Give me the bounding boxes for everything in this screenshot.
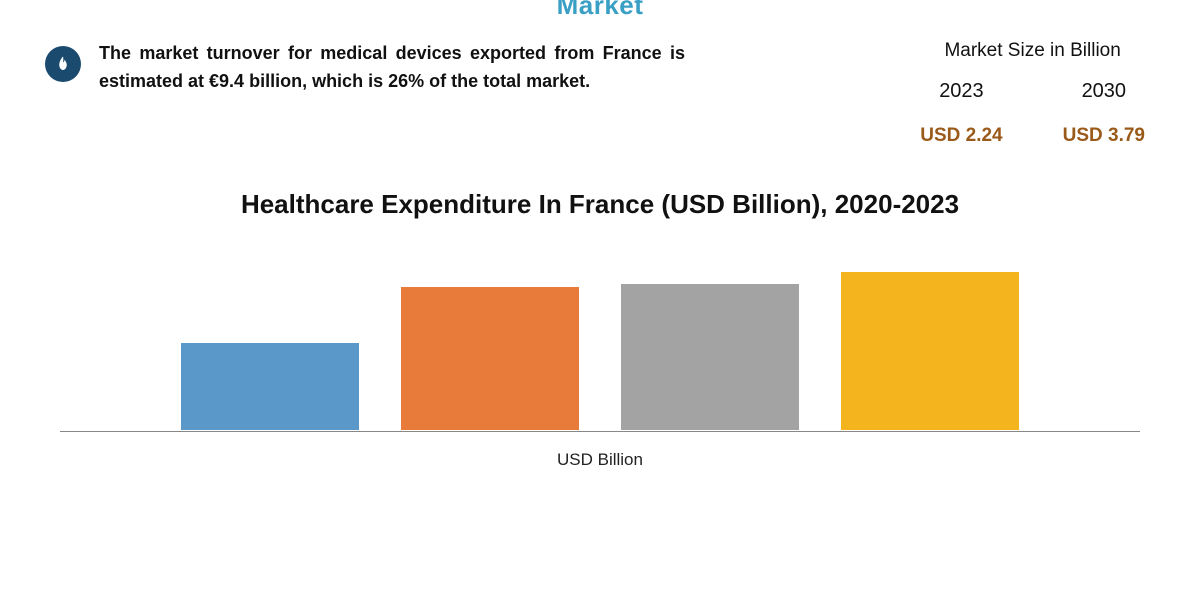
- page-title-fragment: Market: [557, 0, 644, 21]
- x-axis-label: USD Billion: [60, 450, 1140, 470]
- stat-col-2030: 2030 USD 3.79: [1063, 80, 1145, 147]
- stat-col-2023: 2023 USD 2.24: [920, 80, 1002, 147]
- flame-icon: [45, 46, 81, 82]
- bar-chart: [60, 262, 1140, 432]
- chart-section: Healthcare Expenditure In France (USD Bi…: [0, 167, 1200, 470]
- stats-heading: Market Size in Billion: [920, 40, 1145, 62]
- stat-year: 2030: [1063, 80, 1145, 103]
- bar: [180, 342, 360, 431]
- market-size-panel: Market Size in Billion 2023 USD 2.24 203…: [920, 40, 1155, 147]
- stat-value: USD 2.24: [920, 125, 1002, 147]
- callout-text: The market turnover for medical devices …: [99, 40, 685, 96]
- stat-value: USD 3.79: [1063, 125, 1145, 147]
- stat-year: 2023: [920, 80, 1002, 103]
- bar: [400, 286, 580, 431]
- bar: [620, 283, 800, 431]
- stats-row: 2023 USD 2.24 2030 USD 3.79: [920, 80, 1145, 147]
- bar: [840, 271, 1020, 431]
- chart-title: Healthcare Expenditure In France (USD Bi…: [60, 187, 1140, 222]
- callout: The market turnover for medical devices …: [45, 40, 685, 96]
- top-section: The market turnover for medical devices …: [0, 0, 1200, 167]
